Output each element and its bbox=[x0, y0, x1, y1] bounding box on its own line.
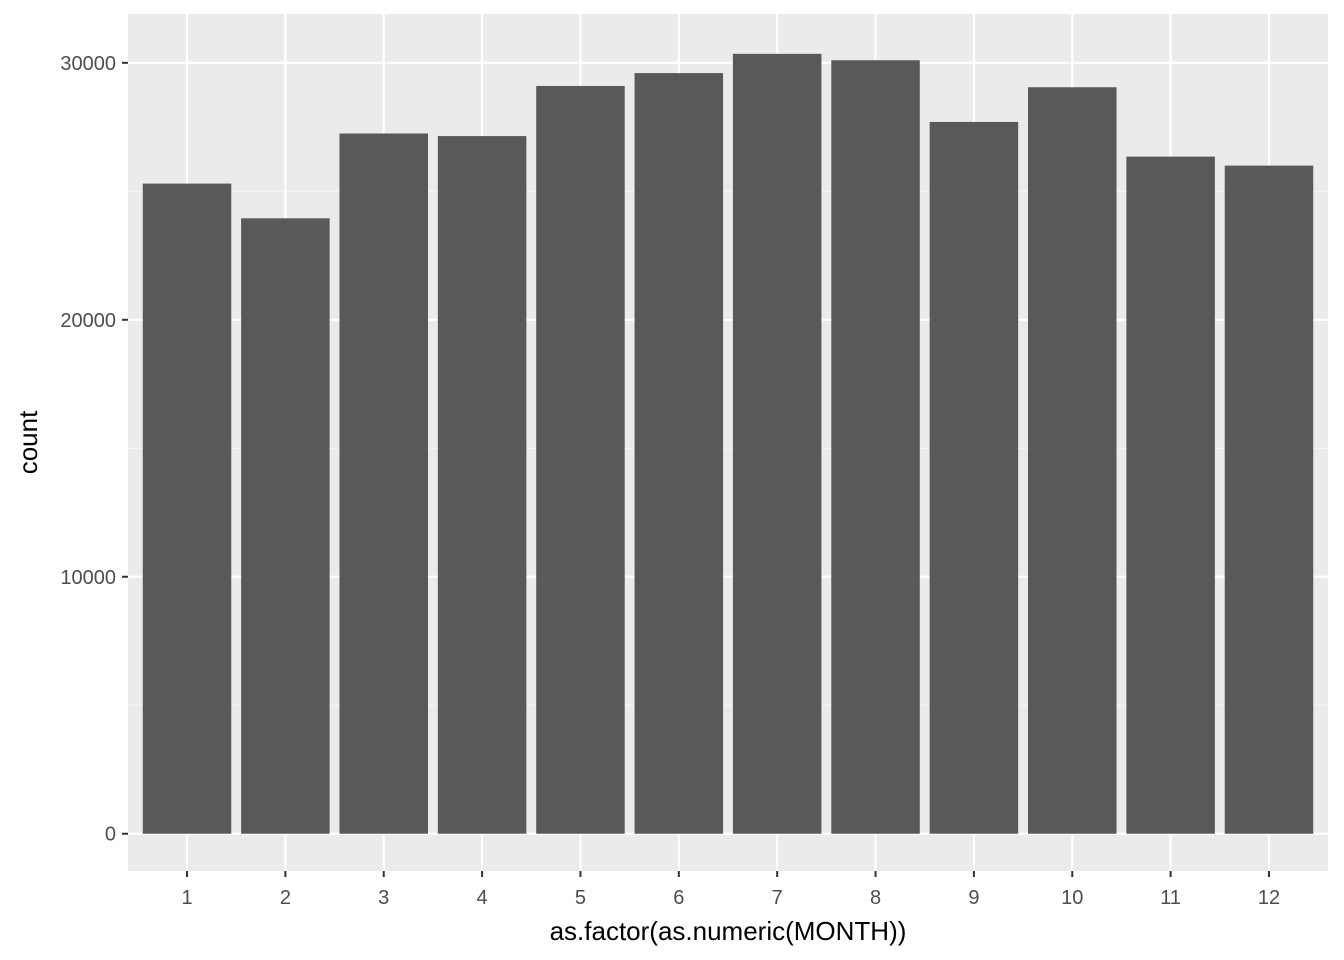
bar-month-4 bbox=[438, 136, 527, 834]
y-tick-label: 10000 bbox=[60, 567, 116, 589]
x-tick-label: 12 bbox=[1258, 887, 1280, 909]
y-tick-label: 20000 bbox=[60, 310, 116, 332]
x-tick-label: 8 bbox=[870, 887, 881, 909]
y-tick-label: 0 bbox=[105, 824, 116, 846]
x-tick-label: 10 bbox=[1061, 887, 1083, 909]
bar-month-1 bbox=[143, 184, 232, 834]
bar-month-9 bbox=[930, 122, 1019, 834]
x-tick-label: 2 bbox=[280, 887, 291, 909]
x-tick-label: 6 bbox=[673, 887, 684, 909]
x-axis: 1 2 3 4 5 6 7 8 9 10 11 12 bbox=[181, 871, 1280, 909]
x-tick-label: 9 bbox=[968, 887, 979, 909]
bar-month-7 bbox=[733, 54, 822, 834]
bar-month-12 bbox=[1225, 166, 1314, 834]
bar-month-8 bbox=[831, 60, 920, 833]
x-tick-label: 11 bbox=[1160, 887, 1181, 909]
bar-month-11 bbox=[1126, 157, 1215, 834]
bar-month-3 bbox=[339, 133, 428, 833]
bar-month-5 bbox=[536, 86, 625, 834]
y-axis: 0 10000 20000 30000 bbox=[60, 53, 128, 846]
bar-month-10 bbox=[1028, 87, 1117, 834]
x-tick-label: 4 bbox=[477, 887, 488, 909]
bar-month-6 bbox=[635, 73, 724, 834]
x-tick-label: 7 bbox=[772, 887, 783, 909]
x-tick-label: 1 bbox=[181, 887, 192, 909]
x-tick-label: 3 bbox=[378, 887, 389, 909]
x-tick-label: 5 bbox=[575, 887, 586, 909]
x-axis-title: as.factor(as.numeric(MONTH)) bbox=[550, 916, 907, 946]
y-tick-label: 30000 bbox=[60, 53, 116, 75]
y-axis-title: count bbox=[13, 410, 43, 474]
bar-month-2 bbox=[241, 218, 330, 833]
